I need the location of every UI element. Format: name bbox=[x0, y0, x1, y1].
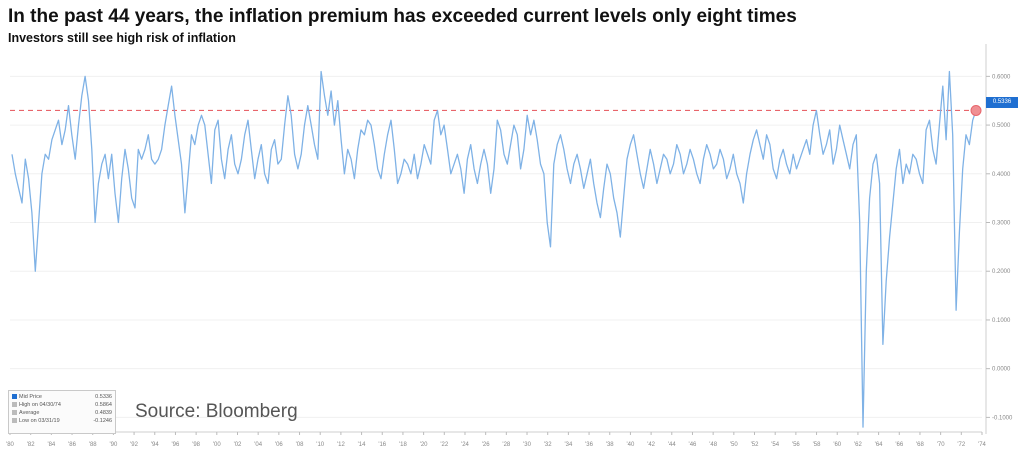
x-tick-label: '26 bbox=[482, 442, 490, 448]
y-tick-label: 0.0000 bbox=[992, 367, 1011, 373]
y-tick-label: -0.1000 bbox=[992, 415, 1013, 421]
x-tick-label: '48 bbox=[709, 442, 717, 448]
x-tick-label: '14 bbox=[358, 442, 366, 448]
x-tick-label: '50 bbox=[730, 442, 738, 448]
legend-row: Low on 03/31/19 -0.1246 bbox=[12, 417, 112, 425]
y-tick-label: 0.2000 bbox=[992, 269, 1011, 275]
x-tick-label: '88 bbox=[89, 442, 97, 448]
x-tick-label: '16 bbox=[378, 442, 386, 448]
x-tick-label: '90 bbox=[109, 442, 117, 448]
x-tick-label: '06 bbox=[275, 442, 283, 448]
x-tick-label: '92 bbox=[130, 442, 138, 448]
legend-label: High on 04/30/74 bbox=[19, 402, 61, 408]
x-tick-label: '72 bbox=[957, 442, 965, 448]
x-tick-label: '94 bbox=[151, 442, 159, 448]
legend-label: Low on 03/31/19 bbox=[19, 418, 60, 424]
x-tick-label: '10 bbox=[316, 442, 324, 448]
legend-label: Average bbox=[19, 410, 40, 416]
x-tick-label: '20 bbox=[420, 442, 428, 448]
y-tick-label: 0.3000 bbox=[992, 221, 1011, 227]
x-tick-label: '98 bbox=[192, 442, 200, 448]
x-tick-label: '44 bbox=[668, 442, 676, 448]
x-tick-label: '74 bbox=[978, 442, 986, 448]
chart-subtitle: Investors still see high risk of inflati… bbox=[8, 31, 236, 45]
x-tick-label: '54 bbox=[771, 442, 779, 448]
x-tick-label: '66 bbox=[895, 442, 903, 448]
x-tick-label: '32 bbox=[544, 442, 552, 448]
x-tick-label: '24 bbox=[461, 442, 469, 448]
y-tick-label: 0.4000 bbox=[992, 172, 1011, 178]
legend-swatch-icon bbox=[12, 402, 17, 408]
x-tick-label: '34 bbox=[564, 442, 572, 448]
x-tick-label: '22 bbox=[440, 442, 448, 448]
legend-row: High on 04/30/74 0.5864 bbox=[12, 401, 112, 409]
chart-title: In the past 44 years, the inflation prem… bbox=[8, 6, 797, 27]
last-value-marker bbox=[970, 104, 982, 116]
x-tick-label: '38 bbox=[606, 442, 614, 448]
chart-legend: Mid Price 0.5336 High on 04/30/74 0.5864… bbox=[8, 390, 116, 434]
x-tick-label: '62 bbox=[854, 442, 862, 448]
x-tick-label: '86 bbox=[68, 442, 76, 448]
x-tick-label: '96 bbox=[172, 442, 180, 448]
last-value-badge: 0.5336 bbox=[986, 97, 1018, 108]
x-tick-label: '28 bbox=[502, 442, 510, 448]
legend-value: 0.5864 bbox=[95, 402, 112, 408]
x-tick-label: '18 bbox=[399, 442, 407, 448]
legend-label: Mid Price bbox=[19, 394, 42, 400]
x-tick-label: '30 bbox=[523, 442, 531, 448]
x-tick-label: '56 bbox=[792, 442, 800, 448]
x-tick-label: '12 bbox=[337, 442, 345, 448]
legend-swatch-icon bbox=[12, 410, 17, 416]
x-tick-label: '40 bbox=[627, 442, 635, 448]
source-note: Source: Bloomberg bbox=[135, 401, 298, 422]
legend-value: 0.5336 bbox=[95, 394, 112, 400]
x-tick-label: '58 bbox=[813, 442, 821, 448]
x-tick-label: '42 bbox=[647, 442, 655, 448]
y-tick-label: 0.1000 bbox=[992, 318, 1011, 324]
x-tick-label: '80 bbox=[6, 442, 14, 448]
x-tick-label: '02 bbox=[234, 442, 242, 448]
y-tick-label: 0.6000 bbox=[992, 74, 1011, 80]
legend-value: -0.1246 bbox=[93, 418, 112, 424]
x-tick-label: '82 bbox=[27, 442, 35, 448]
legend-swatch-icon bbox=[12, 418, 17, 424]
legend-row: Average 0.4839 bbox=[12, 409, 112, 417]
y-tick-label: 0.5000 bbox=[992, 123, 1011, 129]
x-tick-label: '04 bbox=[254, 442, 262, 448]
x-tick-label: '64 bbox=[875, 442, 883, 448]
x-tick-label: '46 bbox=[689, 442, 697, 448]
x-tick-label: '84 bbox=[47, 442, 55, 448]
x-tick-label: '60 bbox=[833, 442, 841, 448]
series-line bbox=[11, 70, 977, 428]
legend-row: Mid Price 0.5336 bbox=[12, 393, 112, 401]
x-tick-label: '68 bbox=[916, 442, 924, 448]
x-tick-label: '00 bbox=[213, 442, 221, 448]
x-tick-label: '52 bbox=[751, 442, 759, 448]
x-tick-label: '36 bbox=[585, 442, 593, 448]
x-tick-label: '08 bbox=[296, 442, 304, 448]
legend-value: 0.4839 bbox=[95, 410, 112, 416]
x-tick-label: '70 bbox=[937, 442, 945, 448]
legend-swatch-icon bbox=[12, 394, 17, 400]
